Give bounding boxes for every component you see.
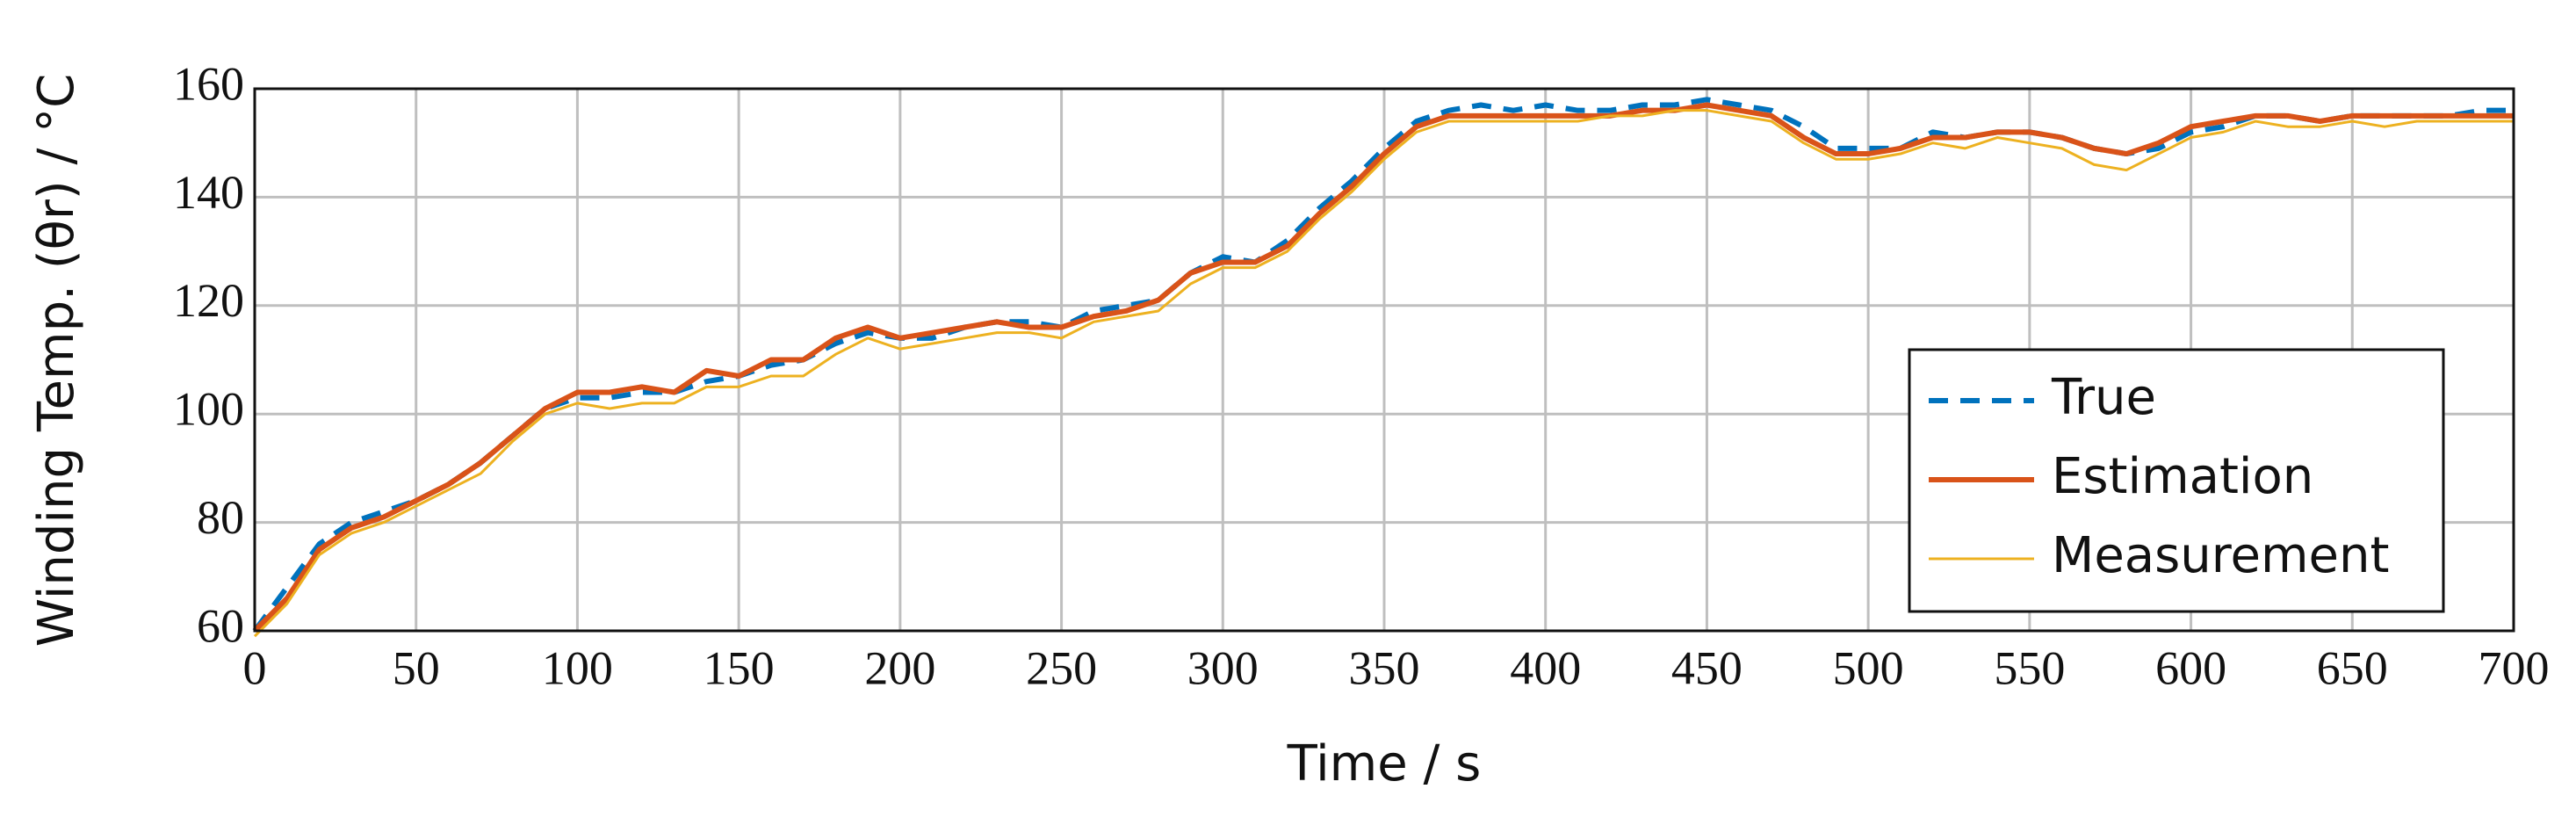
x-tick-label: 700 [2479,641,2550,694]
y-tick-label: 160 [173,57,244,110]
x-axis-label: Time / s [1287,735,1482,792]
legend-label: True [2051,369,2156,426]
x-tick-label: 100 [542,641,613,694]
x-tick-label: 300 [1187,641,1259,694]
x-tick-label: 450 [1671,641,1743,694]
x-tick-label: 400 [1510,641,1581,694]
y-axis-label: Winding Temp. (θr) / °C [28,74,85,648]
series-line [253,109,2514,638]
x-tick-label: 250 [1026,641,1097,694]
x-tick-label: 600 [2155,641,2226,694]
x-tick-label: 350 [1349,641,1420,694]
x-tick-label: 150 [704,641,775,694]
legend-label: Measurement [2052,527,2389,584]
x-tick-label: 550 [1994,641,2065,694]
series-line [252,102,2514,633]
x-tick-label: 500 [1833,641,1904,694]
y-tick-label: 140 [173,166,244,219]
plot-frame [253,87,2515,633]
x-tick-label: 50 [393,641,440,694]
y-tick-label: 120 [173,274,244,327]
y-tick-label: 80 [197,491,244,544]
y-tick-label: 100 [173,383,244,436]
x-tick-label: 200 [864,641,935,694]
x-tick-label: 0 [243,641,267,694]
y-tick-label: 60 [197,599,244,652]
x-tick-label: 650 [2317,641,2388,694]
legend-label: Estimation [2052,448,2313,505]
